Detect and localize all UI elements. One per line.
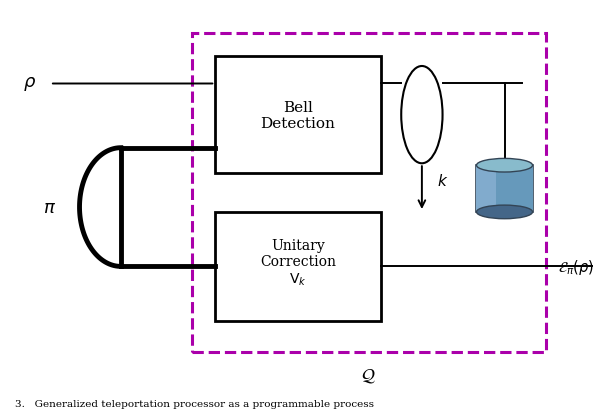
Text: $\mathcal{Q}$: $\mathcal{Q}$ xyxy=(361,366,376,384)
Text: $\mathcal{E}_{\pi}(\rho)$: $\mathcal{E}_{\pi}(\rho)$ xyxy=(557,257,594,276)
Text: Bell
Detection: Bell Detection xyxy=(260,100,335,130)
Bar xyxy=(477,166,533,212)
Text: $k$: $k$ xyxy=(437,172,448,188)
Text: 3.   Generalized teleportation processor as a programmable process: 3. Generalized teleportation processor a… xyxy=(14,399,374,408)
Ellipse shape xyxy=(477,206,533,219)
Bar xyxy=(477,166,496,212)
Ellipse shape xyxy=(401,67,443,164)
Text: $\pi$: $\pi$ xyxy=(43,198,57,216)
Ellipse shape xyxy=(477,159,533,173)
Text: Unitary
Correction
$\mathrm{V}_k$: Unitary Correction $\mathrm{V}_k$ xyxy=(260,238,336,287)
Bar xyxy=(215,57,381,173)
Bar xyxy=(215,212,381,321)
Bar xyxy=(191,34,546,352)
Text: $\rho$: $\rho$ xyxy=(23,75,36,93)
